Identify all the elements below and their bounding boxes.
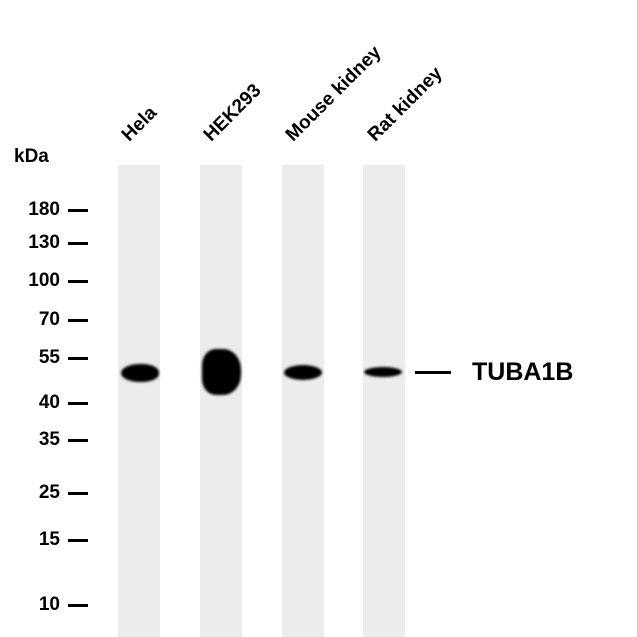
lane-hek293 [200, 165, 242, 637]
marker-70: 70 [0, 310, 90, 330]
marker-130: 130 [0, 233, 90, 253]
lane-mouse-kidney [282, 165, 324, 637]
band [284, 365, 322, 380]
lane-rat-kidney [363, 165, 405, 637]
band [202, 349, 241, 395]
tick [68, 539, 88, 542]
tick [68, 242, 88, 245]
marker-10: 10 [0, 595, 90, 615]
lane-label-rat-kidney: Rat kidney [363, 62, 447, 146]
target-label: TUBA1B [472, 358, 574, 386]
marker-15: 15 [0, 530, 90, 550]
tick [68, 357, 88, 360]
tick [68, 492, 88, 495]
unit-label: kDa [14, 146, 49, 167]
lane-label-hek293: HEK293 [199, 80, 266, 146]
band [121, 364, 159, 382]
marker-55: 55 [0, 348, 90, 368]
marker-40: 40 [0, 393, 90, 413]
band [364, 367, 402, 377]
lane-label-hela: Hela [117, 102, 162, 146]
tick [68, 319, 88, 322]
tick [68, 280, 88, 283]
tick [68, 604, 88, 607]
marker-35: 35 [0, 430, 90, 450]
tick [68, 402, 88, 405]
target-indicator-line [415, 371, 451, 374]
lane-hela [118, 165, 160, 637]
marker-25: 25 [0, 483, 90, 503]
tick [68, 209, 88, 212]
marker-180: 180 [0, 200, 90, 220]
marker-100: 100 [0, 271, 90, 291]
tick [68, 439, 88, 442]
